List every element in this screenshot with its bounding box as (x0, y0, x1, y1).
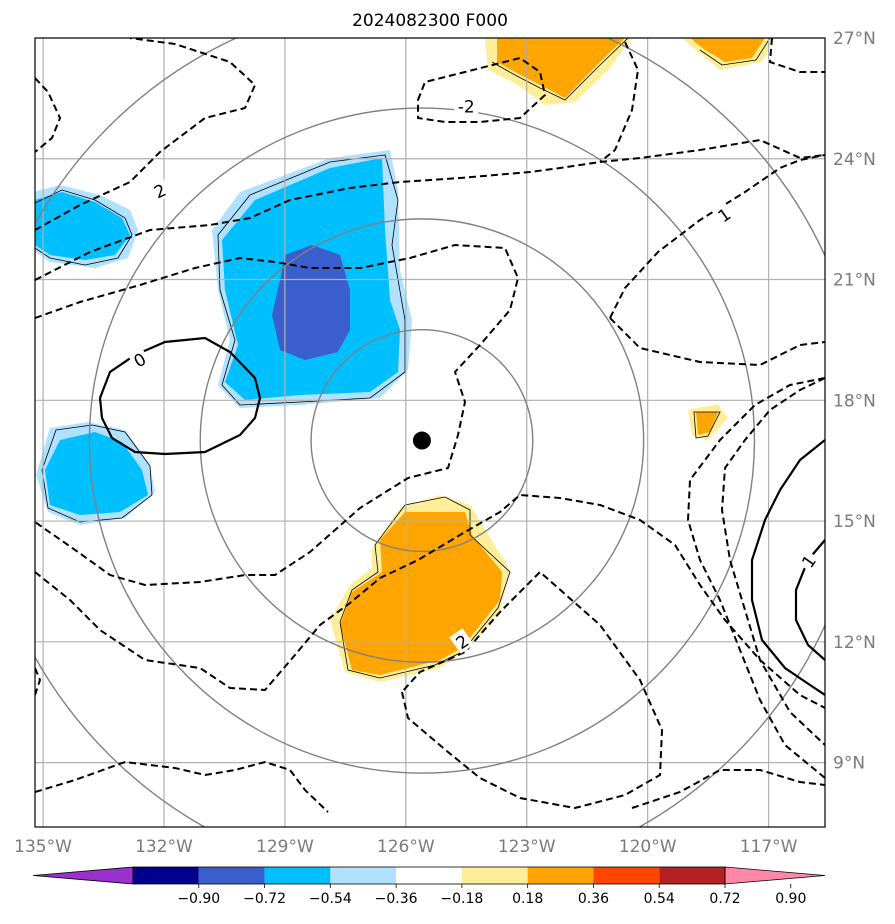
orange-fill-east-small (696, 412, 718, 435)
colorbar-segment-4 (396, 867, 462, 884)
lat-label-2: 21°N (833, 271, 876, 291)
colorbar-label-3: −0.36 (375, 891, 418, 907)
outline-central (217, 154, 406, 406)
solid-contour-zero-loop (98, 336, 262, 456)
lon-label-0: 135°W (14, 837, 72, 857)
storm-center-marker (412, 431, 431, 450)
dashed-contour-plus2-north (35, 38, 257, 231)
orange-fill-northeast (690, 38, 765, 62)
dashed-contour-south (35, 493, 825, 709)
lon-label-4: 123°W (498, 837, 556, 857)
dashed-contour-minus2-north (417, 56, 547, 123)
colorbar-label-1: −0.72 (243, 891, 286, 907)
longitude-labels: 135°W 132°W 129°W 126°W 123°W 120°W 117°W (14, 837, 797, 857)
colorbar-segment-1 (198, 867, 265, 884)
dashed-contour-ne-top (768, 38, 825, 73)
colorbar-segment-2 (264, 867, 331, 884)
colorbar-label-2: −0.54 (309, 891, 352, 907)
outline-northwest (35, 189, 133, 266)
lat-label-0: 27°N (833, 29, 876, 49)
blue-fill-northwest (35, 192, 130, 260)
dashed-contour-east-3 (686, 377, 825, 779)
dashed-contours (35, 38, 825, 813)
colorbar-segment-5 (461, 867, 528, 884)
dashed-contour-sw-edge (35, 667, 42, 696)
colorbar-extend-high (724, 866, 826, 885)
lat-label-3: 18°N (833, 391, 876, 411)
lon-label-3: 126°W (377, 837, 435, 857)
colorbar-label-5: 0.18 (512, 891, 543, 907)
colorbar-label-6: 0.36 (578, 891, 609, 907)
outline-north (491, 38, 629, 101)
dashed-contour-south-loop (401, 570, 664, 810)
lat-label-6: 9°N (833, 754, 865, 774)
contour-label-bg-5 (795, 548, 821, 574)
colorbar-segment-3 (330, 867, 397, 884)
colorbar: −0.90 −0.72 −0.54 −0.36 −0.18 0.18 0.36 0.54 0.7… (32, 866, 826, 907)
colorbar-extend-low (32, 866, 134, 885)
range-ring-2 (199, 218, 645, 663)
dashed-contour-se (631, 769, 825, 809)
range-ring-3 (88, 107, 756, 774)
range-ring-1 (310, 329, 534, 553)
solid-contour-east-outer (750, 439, 825, 696)
contour-label-bg-2 (127, 346, 152, 372)
colorbar-label-4: −0.18 (440, 891, 483, 907)
colorbar-label-7: 0.54 (644, 891, 675, 907)
dashed-contour-east-4 (720, 377, 825, 746)
dashed-contour-far-south (35, 760, 329, 813)
outline-northeast (685, 38, 771, 66)
dashed-contour-ne-2 (599, 41, 640, 163)
dashed-contour-mid (35, 243, 520, 587)
contour-label-bg-4 (449, 628, 474, 654)
colorbar-label-9: 0.90 (775, 891, 806, 907)
plot-frame (34, 37, 826, 828)
colorbar-segment-7 (593, 867, 660, 884)
colorbar-segment-6 (527, 867, 594, 884)
colorbar-frame (132, 866, 726, 885)
contour-label-bg-1 (454, 95, 479, 116)
gridlines (35, 38, 825, 827)
blue-fill-west (45, 432, 148, 515)
outline-east-small (693, 411, 721, 439)
colorbar-segment-8 (659, 867, 725, 884)
figure-title: 2024082300 F000 (352, 11, 508, 31)
anomaly-outline-layer (35, 38, 771, 679)
dark-blue-fill-central (272, 245, 350, 360)
dashed-contour-east (609, 154, 825, 319)
lat-label-1: 24°N (833, 150, 876, 170)
lon-label-1: 132°W (135, 837, 193, 857)
outline-west (41, 424, 153, 523)
lon-label-5: 120°W (619, 837, 677, 857)
colorbar-label-0: −0.90 (177, 891, 220, 907)
lon-label-6: 117°W (740, 837, 798, 857)
dashed-contour-plus2-mid (35, 138, 825, 281)
colorbar-label-8: 0.72 (709, 891, 740, 907)
lon-label-2: 129°W (256, 837, 314, 857)
contour-label-bg-3 (711, 201, 736, 228)
lat-label-4: 15°N (833, 512, 876, 532)
contour-label-bg-0 (148, 177, 172, 203)
dashed-contour-east-2 (609, 317, 825, 367)
orange-fill-north (497, 38, 625, 98)
latitude-labels: 27°N 24°N 21°N 18°N 15°N 12°N 9°N (833, 29, 876, 774)
dashed-contour-nw-edge (35, 77, 62, 153)
contour-label-1: -2 (458, 97, 475, 117)
colorbar-segment-0 (133, 867, 199, 884)
range-rings (35, 38, 825, 827)
lat-label-5: 12°N (833, 633, 876, 653)
